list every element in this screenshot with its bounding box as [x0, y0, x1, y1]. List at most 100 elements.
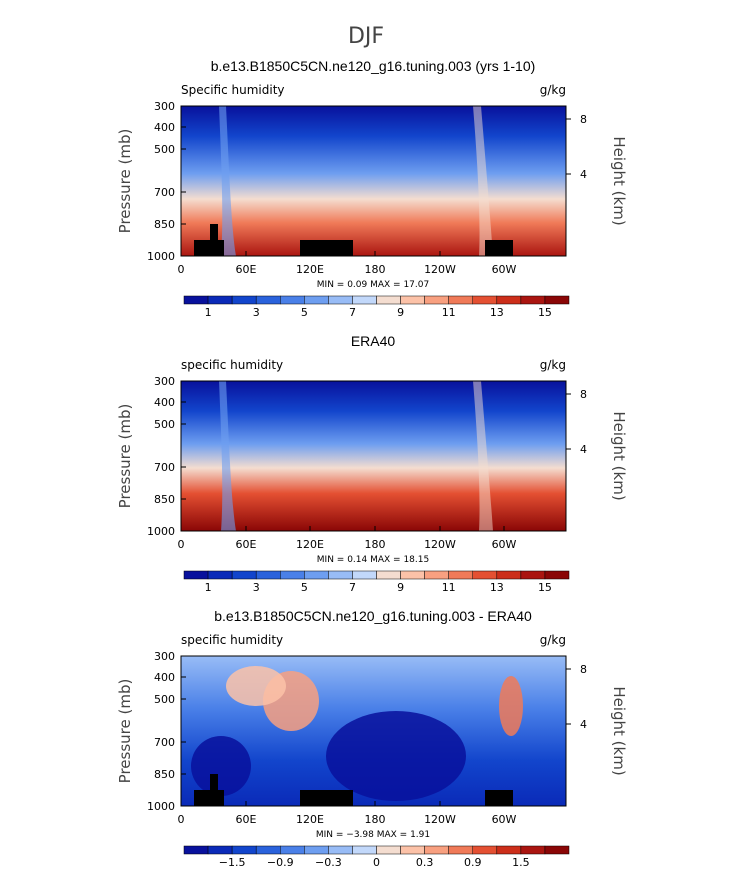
colorbar-swatch — [376, 295, 401, 305]
topography-mask — [210, 224, 218, 240]
chart-panel-3: b.e13.B1850C5CN.ne120_g16.tuning.003 - E… — [116, 608, 628, 869]
colorbar-swatch — [400, 570, 425, 580]
colorbar-swatch — [520, 295, 546, 305]
colorbar-swatch — [280, 295, 305, 305]
colorbar-swatch — [472, 570, 498, 580]
colorbar-swatch — [544, 845, 570, 855]
colorbar-swatch — [424, 295, 449, 305]
topography-mask — [485, 790, 513, 806]
page-title: DJF — [348, 24, 384, 49]
y-right-tick-label: 8 — [580, 113, 587, 126]
x-tick-label: 60W — [492, 263, 517, 276]
colorbar-label: 1.5 — [512, 856, 530, 869]
colorbar-swatch — [544, 295, 570, 305]
colorbar-label: 13 — [490, 581, 504, 594]
colorbar-swatch — [520, 570, 546, 580]
colorbar-swatch — [520, 845, 546, 855]
y-tick-label: 1000 — [147, 250, 175, 263]
colorbar-swatch — [496, 295, 522, 305]
colorbar-swatch — [328, 845, 353, 855]
colorbar-label: 7 — [349, 306, 356, 319]
y-axis-title: Pressure (mb) — [116, 404, 134, 509]
colorbar-label: 9 — [397, 306, 404, 319]
colorbar-label: 1 — [205, 306, 212, 319]
x-tick-label: 180 — [365, 263, 386, 276]
x-tick-label: 0 — [178, 813, 185, 826]
colorbar-swatch — [496, 570, 522, 580]
colorbar-swatch — [400, 295, 425, 305]
colorbar-label: 15 — [538, 581, 552, 594]
variable-label: Specific humidity — [181, 83, 285, 97]
y-tick-label: 850 — [154, 218, 175, 231]
colorbar-label: 5 — [301, 306, 308, 319]
colorbar-label: 13 — [490, 306, 504, 319]
y-tick-label: 500 — [154, 693, 175, 706]
x-tick-label: 60E — [236, 263, 257, 276]
y-right-tick-label: 4 — [580, 718, 587, 731]
colorbar-swatch — [280, 845, 305, 855]
y-tick-label: 850 — [154, 493, 175, 506]
heatmap-field — [181, 106, 566, 256]
colorbar-swatch — [207, 570, 233, 580]
units-label: g/kg — [540, 358, 566, 372]
colorbar-swatch — [352, 570, 377, 580]
colorbar-label: 0.9 — [464, 856, 482, 869]
y-tick-label: 1000 — [147, 800, 175, 813]
colorbar-label: 11 — [442, 581, 456, 594]
x-tick-label: 0 — [178, 263, 185, 276]
x-tick-label: 120W — [424, 263, 456, 276]
y-tick-label: 500 — [154, 143, 175, 156]
anomaly-contour — [326, 711, 466, 801]
y-tick-label: 700 — [154, 736, 175, 749]
units-label: g/kg — [540, 633, 566, 647]
colorbar-swatch — [352, 295, 377, 305]
colorbar-swatch — [304, 570, 329, 580]
y-tick-label: 500 — [154, 418, 175, 431]
x-tick-label: 180 — [365, 538, 386, 551]
y-tick-label: 400 — [154, 396, 175, 409]
colorbar-swatch — [472, 295, 498, 305]
colorbar-swatch — [231, 295, 257, 305]
y-tick-label: 400 — [154, 671, 175, 684]
y-tick-label: 700 — [154, 186, 175, 199]
topography-mask — [194, 240, 224, 256]
topography-mask — [210, 774, 218, 790]
colorbar-swatch — [544, 570, 570, 580]
y-right-axis-title: Height (km) — [610, 686, 628, 775]
colorbar-label: −0.9 — [267, 856, 294, 869]
dry-tongue-shading — [219, 381, 236, 531]
colorbar-swatch — [231, 845, 257, 855]
colorbar-swatch — [304, 295, 329, 305]
colorbar-label: 11 — [442, 306, 456, 319]
min-max-stats: MIN = −3.98 MAX = 1.91 — [316, 830, 430, 840]
y-right-tick-label: 8 — [580, 663, 587, 676]
y-axis-title: Pressure (mb) — [116, 129, 134, 234]
panel-title: b.e13.B1850C5CN.ne120_g16.tuning.003 (yr… — [211, 58, 536, 74]
variable-label: specific humidity — [181, 633, 283, 647]
y-tick-label: 300 — [154, 100, 175, 113]
colorbar-swatch — [304, 845, 329, 855]
y-tick-label: 300 — [154, 375, 175, 388]
x-tick-label: 180 — [365, 813, 386, 826]
topography-mask — [300, 790, 353, 806]
colorbar-swatch — [207, 295, 233, 305]
plot-frame — [180, 380, 567, 532]
y-right-tick-label: 4 — [580, 443, 587, 456]
colorbar-label: −1.5 — [219, 856, 246, 869]
y-tick-label: 700 — [154, 461, 175, 474]
colorbar-swatch — [280, 570, 305, 580]
colorbar-swatch — [448, 845, 473, 855]
dry-tongue-shading — [219, 106, 236, 256]
topography-mask — [194, 790, 224, 806]
colorbar-label: 3 — [253, 581, 260, 594]
colorbar-label: −0.3 — [315, 856, 342, 869]
colorbar-swatch — [448, 570, 473, 580]
y-right-axis-title: Height (km) — [610, 136, 628, 225]
x-tick-label: 60E — [236, 538, 257, 551]
colorbar-label: 0 — [373, 856, 380, 869]
colorbar-swatch — [400, 845, 425, 855]
y-tick-label: 300 — [154, 650, 175, 663]
colorbar-swatch — [328, 295, 353, 305]
colorbar-swatch — [496, 845, 522, 855]
